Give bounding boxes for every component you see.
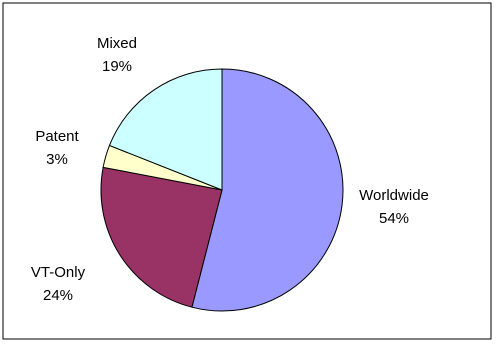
pie-slice-worldwide bbox=[191, 68, 344, 312]
slice-label-worldwide: Worldwide bbox=[359, 187, 429, 204]
slice-value-vt-only: 24% bbox=[43, 287, 73, 304]
slice-value-worldwide: 54% bbox=[379, 210, 409, 227]
slice-value-patent: 3% bbox=[46, 151, 68, 168]
pie-labels: Worldwide 54% VT-Only 24% Patent 3% Mixed 19% bbox=[31, 35, 429, 304]
slice-value-mixed: 19% bbox=[102, 58, 132, 75]
slice-label-mixed: Mixed bbox=[97, 35, 137, 52]
slice-label-vt-only: VT-Only bbox=[31, 264, 86, 281]
slice-label-patent: Patent bbox=[35, 128, 79, 145]
pie-slice-vt-only bbox=[100, 166, 223, 308]
pie-slice-mixed bbox=[108, 68, 223, 191]
pie-slices bbox=[100, 68, 344, 312]
